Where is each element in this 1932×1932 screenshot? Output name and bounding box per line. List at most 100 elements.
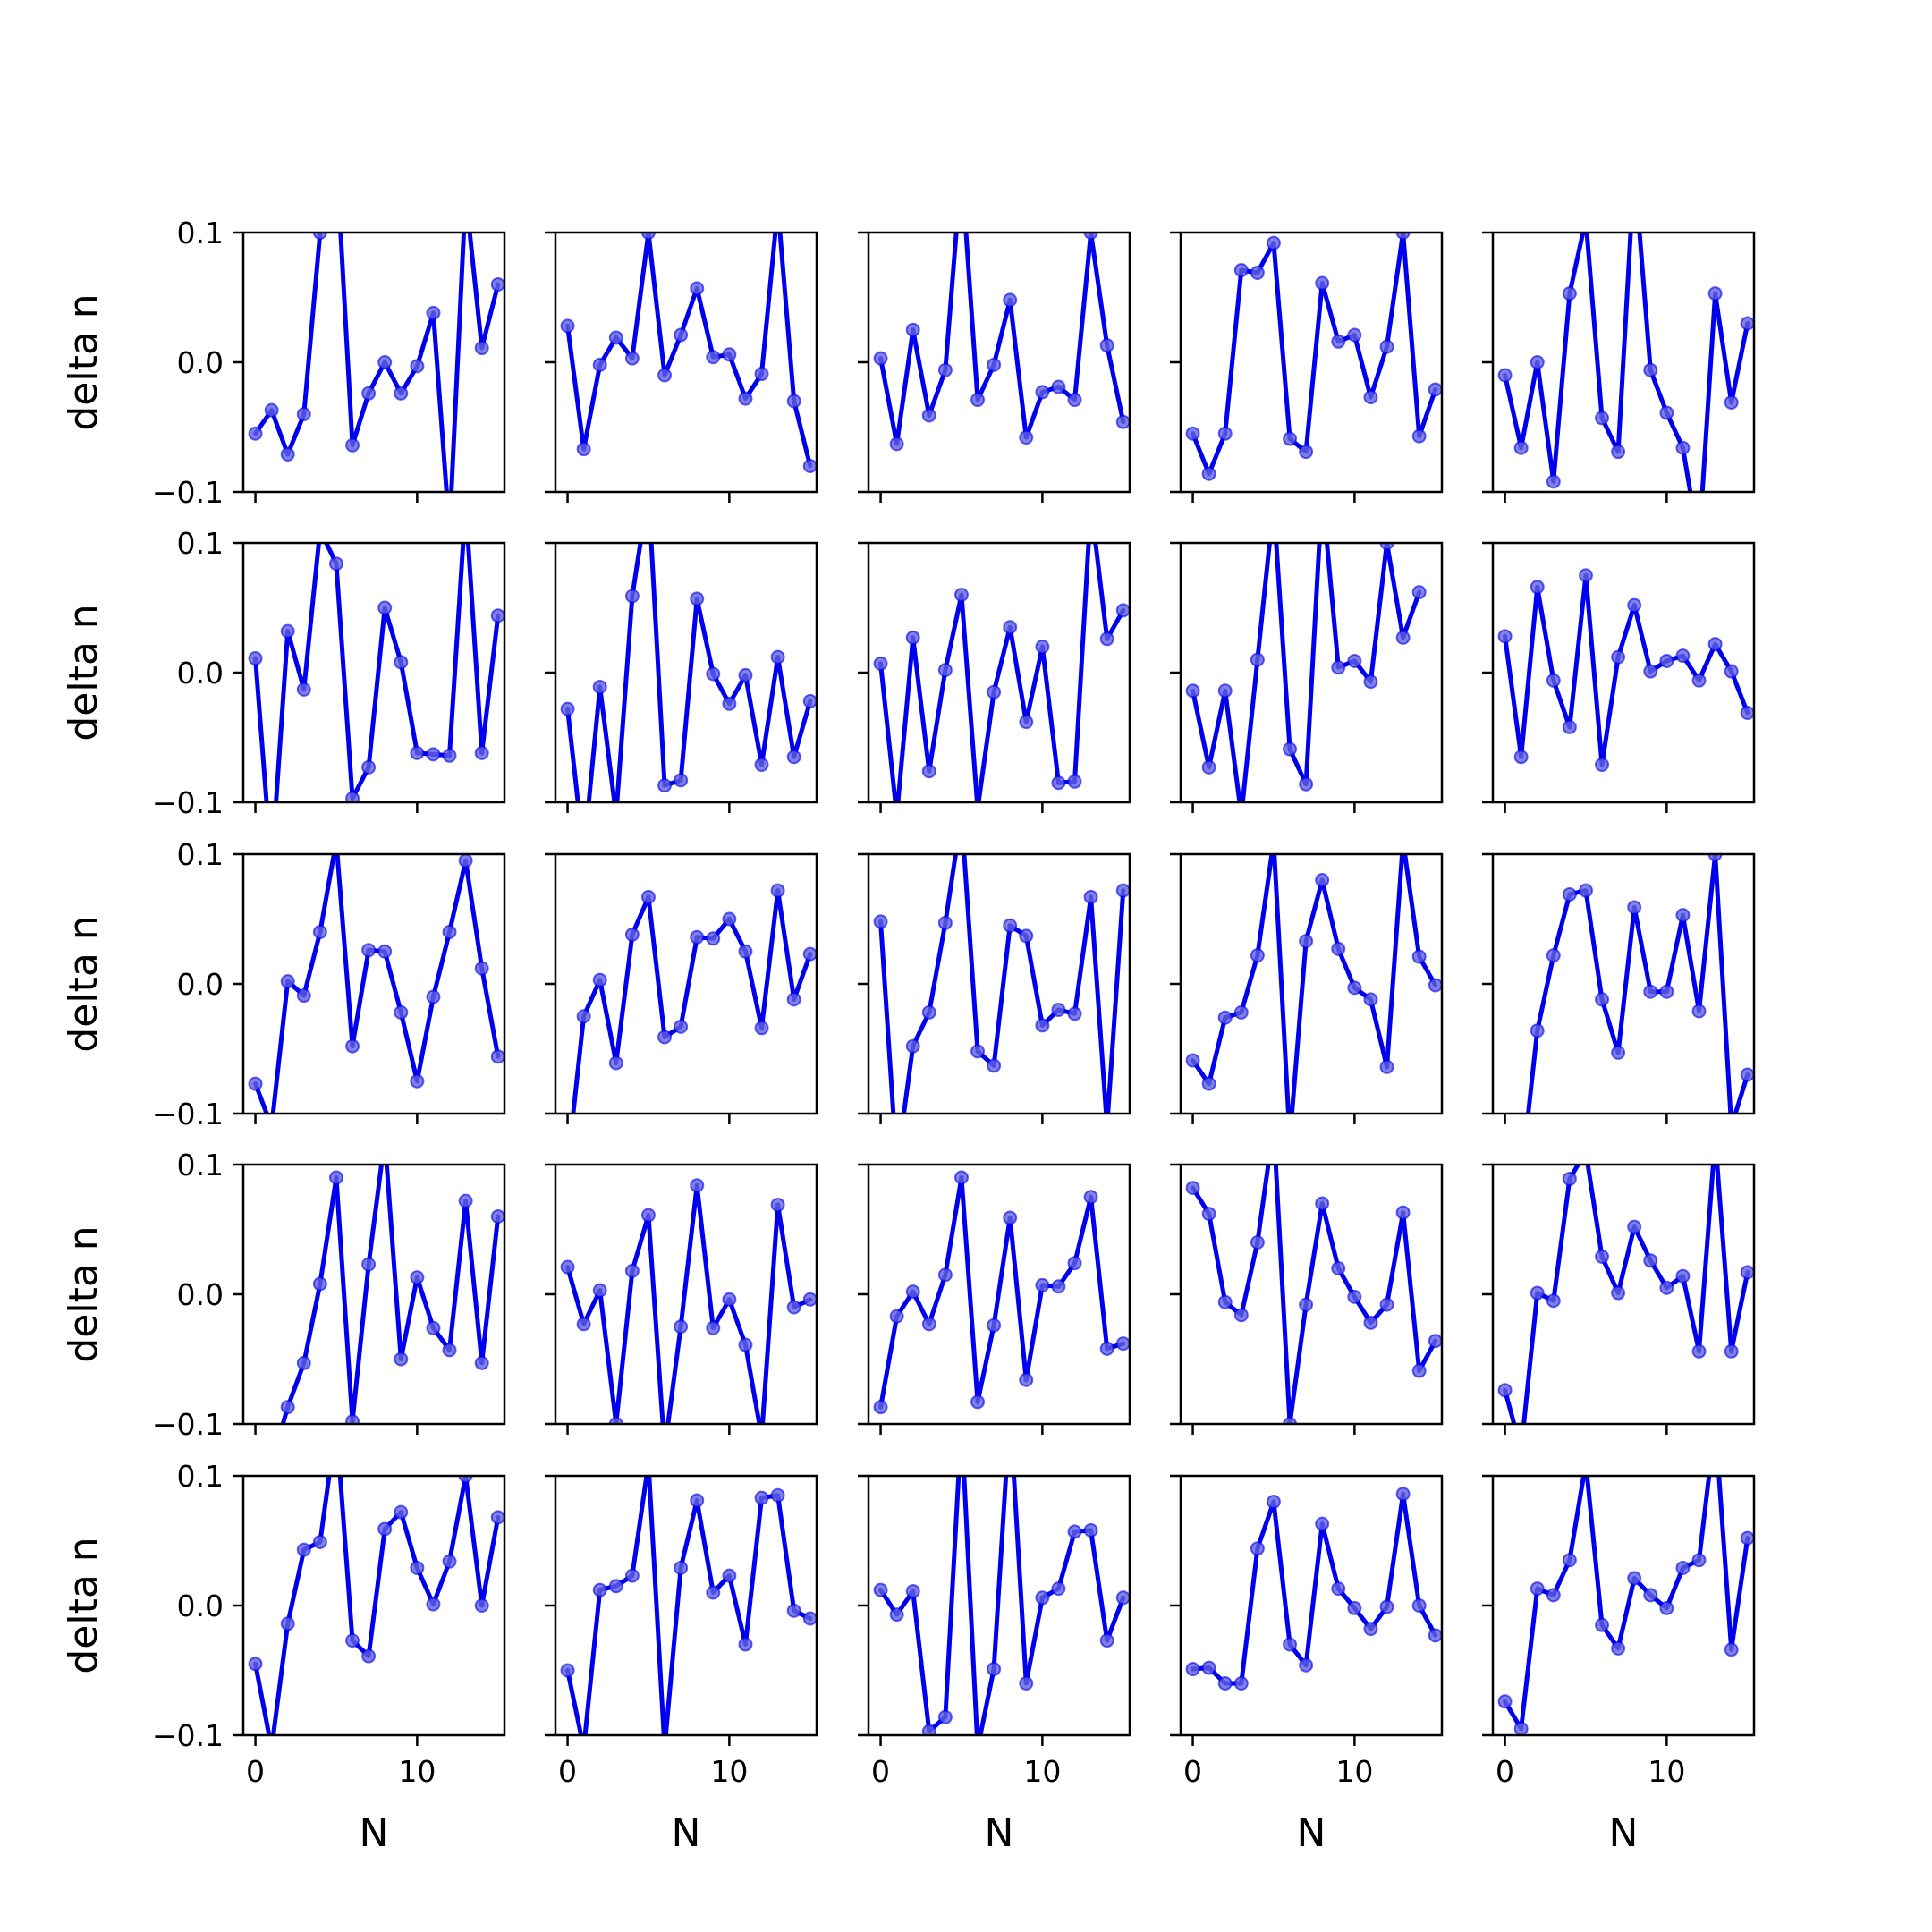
data-point	[1578, 883, 1593, 898]
data-point	[1513, 440, 1529, 455]
data-point	[1315, 873, 1330, 887]
data-point	[1497, 1383, 1513, 1398]
data-point	[674, 1319, 689, 1335]
x-tick-label: 10	[1648, 1754, 1685, 1789]
data-point	[361, 943, 377, 958]
series-group	[1497, 1476, 1754, 1735]
data-point	[1546, 474, 1561, 489]
data-point	[330, 835, 343, 848]
series-group	[1515, 854, 1754, 1185]
data-point	[987, 1662, 1002, 1677]
series-line	[280, 1165, 501, 1424]
series-line	[253, 543, 501, 802]
data-point	[1283, 431, 1298, 446]
data-point	[706, 1585, 721, 1600]
x-tick-label: 0	[246, 1754, 265, 1789]
data-point	[1299, 934, 1314, 949]
data-point	[657, 1030, 673, 1045]
y-axis-label: delta n	[61, 604, 106, 741]
data-point	[1707, 286, 1723, 301]
y-tick-label: −0.1	[152, 1407, 224, 1442]
data-point	[1315, 1196, 1330, 1211]
data-point	[1347, 1289, 1362, 1304]
series-line	[1191, 1491, 1438, 1686]
series-group	[873, 233, 1130, 452]
data-point	[1497, 1694, 1513, 1709]
data-point	[474, 341, 489, 356]
data-point	[1067, 393, 1082, 408]
data-point	[1019, 715, 1034, 730]
data-point	[377, 1521, 393, 1537]
series-group	[248, 1476, 504, 1735]
x-axis-label: N	[672, 1810, 701, 1856]
data-point	[1019, 1372, 1034, 1387]
data-point	[1201, 1076, 1216, 1091]
data-point	[1363, 992, 1378, 1007]
data-point	[722, 696, 737, 711]
series-line	[253, 233, 501, 492]
subplot-3-2	[545, 852, 818, 1124]
data-point	[1233, 1676, 1249, 1690]
data-point	[873, 1582, 888, 1597]
data-point	[1267, 498, 1280, 511]
data-point	[248, 1657, 263, 1672]
data-point	[1115, 603, 1130, 618]
data-point	[1363, 674, 1378, 690]
data-point	[802, 693, 817, 708]
series-group	[1185, 498, 1427, 802]
series-line	[878, 1175, 1126, 1410]
y-tick-label: 0.1	[177, 837, 224, 872]
data-point	[905, 630, 920, 645]
series-line	[878, 233, 1126, 446]
data-point	[1627, 597, 1642, 613]
data-point	[873, 351, 888, 366]
data-point	[576, 1317, 591, 1332]
y-tick-label: 0.1	[177, 1148, 224, 1182]
data-point	[1562, 1171, 1577, 1186]
data-point	[1515, 1173, 1528, 1185]
data-point	[706, 931, 721, 946]
x-axis-label: N	[1609, 1810, 1639, 1856]
data-point	[458, 1476, 473, 1483]
subplot-5-5: 0 10 N	[1482, 1474, 1756, 1856]
data-point	[1595, 1249, 1610, 1264]
data-point	[1513, 750, 1529, 765]
series-group	[1497, 1165, 1754, 1424]
data-point	[706, 666, 721, 682]
data-point	[490, 277, 504, 292]
data-point	[280, 1616, 295, 1631]
data-point	[610, 809, 623, 822]
data-point	[1691, 1343, 1707, 1359]
data-point	[1740, 1530, 1754, 1546]
subplot-2-1: −0.1 0.0 0.1 delta n	[61, 526, 506, 820]
data-point	[328, 556, 343, 572]
subplot-5-4: 0 10 N	[1170, 1474, 1444, 1856]
data-point	[474, 1355, 489, 1370]
data-point	[410, 1560, 425, 1575]
data-point	[1395, 1205, 1411, 1220]
y-tick-label: 0.0	[177, 656, 224, 691]
series-group	[560, 200, 817, 473]
plot-frame	[1179, 852, 1444, 1115]
data-point	[1379, 543, 1394, 550]
subplot-grid: −0.1 0.0 0.1 delta n −0.1 0.0 0.1 delta n −0.1 0.…	[61, 188, 1756, 1856]
data-point	[1546, 948, 1561, 963]
data-point	[640, 1208, 656, 1223]
data-point	[361, 1648, 377, 1664]
data-point	[560, 1259, 575, 1275]
series-line	[253, 1476, 501, 1735]
data-point	[1115, 1590, 1130, 1606]
data-point	[460, 188, 472, 200]
data-point	[592, 1283, 607, 1298]
data-point	[772, 200, 784, 213]
data-point	[1675, 908, 1690, 923]
subplot-4-5	[1482, 1163, 1756, 1435]
data-point	[1428, 978, 1442, 993]
data-point	[1185, 426, 1200, 441]
data-point	[576, 1009, 591, 1024]
data-point	[1546, 1588, 1561, 1603]
data-point	[1299, 445, 1314, 460]
data-point	[1185, 683, 1200, 699]
data-point	[1562, 1553, 1577, 1568]
data-point	[1530, 1581, 1545, 1597]
